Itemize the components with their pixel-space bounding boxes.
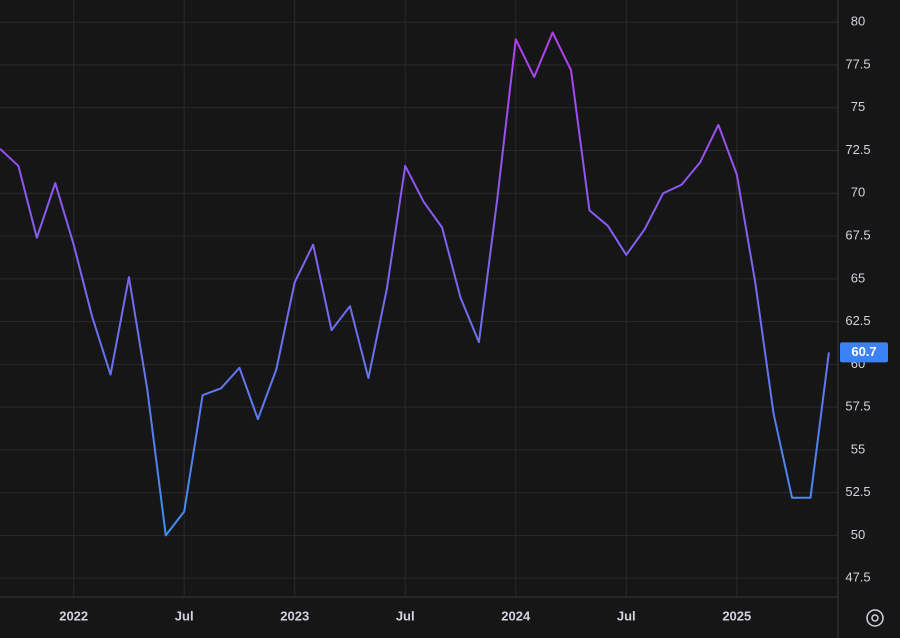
y-tick-label: 67.5 bbox=[845, 228, 870, 243]
x-tick-label: Jul bbox=[396, 608, 415, 623]
y-tick-label: 62.5 bbox=[845, 313, 870, 328]
y-tick-label: 72.5 bbox=[845, 142, 870, 157]
y-tick-label: 80 bbox=[851, 14, 865, 29]
y-tick-label: 75 bbox=[851, 99, 865, 114]
y-tick-label: 55 bbox=[851, 441, 865, 456]
y-tick-label: 52.5 bbox=[845, 484, 870, 499]
settings-icon[interactable] bbox=[866, 609, 884, 627]
line bbox=[0, 31, 830, 537]
x-tick-label: Jul bbox=[617, 608, 636, 623]
y-tick-label: 50 bbox=[851, 527, 865, 542]
y-tick-label: 77.5 bbox=[845, 56, 870, 71]
last-value-badge bbox=[840, 342, 888, 363]
y-tick-label: 47.5 bbox=[845, 570, 870, 585]
x-tick-label: 2024 bbox=[501, 608, 531, 623]
x-tick-label: 2025 bbox=[722, 608, 751, 623]
y-tick-label: 57.5 bbox=[845, 399, 870, 414]
x-tick-label: 2022 bbox=[59, 608, 88, 623]
last-value-label: 60.7 bbox=[851, 344, 876, 359]
x-tick-label: 2023 bbox=[280, 608, 309, 623]
x-tick-label: Jul bbox=[175, 608, 194, 623]
y-tick-label: 70 bbox=[851, 185, 865, 200]
y-tick-label: 65 bbox=[851, 270, 865, 285]
